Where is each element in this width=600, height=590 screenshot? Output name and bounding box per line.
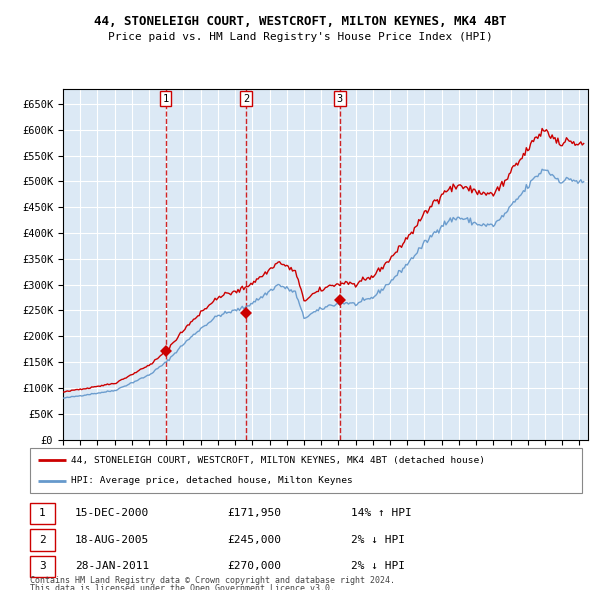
- Text: 3: 3: [39, 561, 46, 571]
- Text: Price paid vs. HM Land Registry's House Price Index (HPI): Price paid vs. HM Land Registry's House …: [107, 32, 493, 42]
- FancyBboxPatch shape: [29, 529, 55, 550]
- Text: 1: 1: [39, 509, 46, 519]
- Text: 28-JAN-2011: 28-JAN-2011: [75, 561, 149, 571]
- Text: 2: 2: [39, 535, 46, 545]
- FancyBboxPatch shape: [30, 448, 582, 493]
- Text: Contains HM Land Registry data © Crown copyright and database right 2024.: Contains HM Land Registry data © Crown c…: [30, 576, 395, 585]
- Text: 2% ↓ HPI: 2% ↓ HPI: [351, 561, 405, 571]
- Text: HPI: Average price, detached house, Milton Keynes: HPI: Average price, detached house, Milt…: [71, 476, 353, 485]
- Text: 2% ↓ HPI: 2% ↓ HPI: [351, 535, 405, 545]
- Text: 44, STONELEIGH COURT, WESTCROFT, MILTON KEYNES, MK4 4BT (detached house): 44, STONELEIGH COURT, WESTCROFT, MILTON …: [71, 456, 485, 465]
- Text: 1: 1: [163, 94, 169, 104]
- Text: 18-AUG-2005: 18-AUG-2005: [75, 535, 149, 545]
- Text: 3: 3: [337, 94, 343, 104]
- Text: £171,950: £171,950: [227, 509, 281, 519]
- Text: £270,000: £270,000: [227, 561, 281, 571]
- Text: 44, STONELEIGH COURT, WESTCROFT, MILTON KEYNES, MK4 4BT: 44, STONELEIGH COURT, WESTCROFT, MILTON …: [94, 15, 506, 28]
- FancyBboxPatch shape: [29, 503, 55, 524]
- Text: 2: 2: [243, 94, 249, 104]
- Text: £245,000: £245,000: [227, 535, 281, 545]
- Text: 14% ↑ HPI: 14% ↑ HPI: [351, 509, 412, 519]
- FancyBboxPatch shape: [29, 556, 55, 577]
- Text: This data is licensed under the Open Government Licence v3.0.: This data is licensed under the Open Gov…: [30, 584, 335, 590]
- Text: 15-DEC-2000: 15-DEC-2000: [75, 509, 149, 519]
